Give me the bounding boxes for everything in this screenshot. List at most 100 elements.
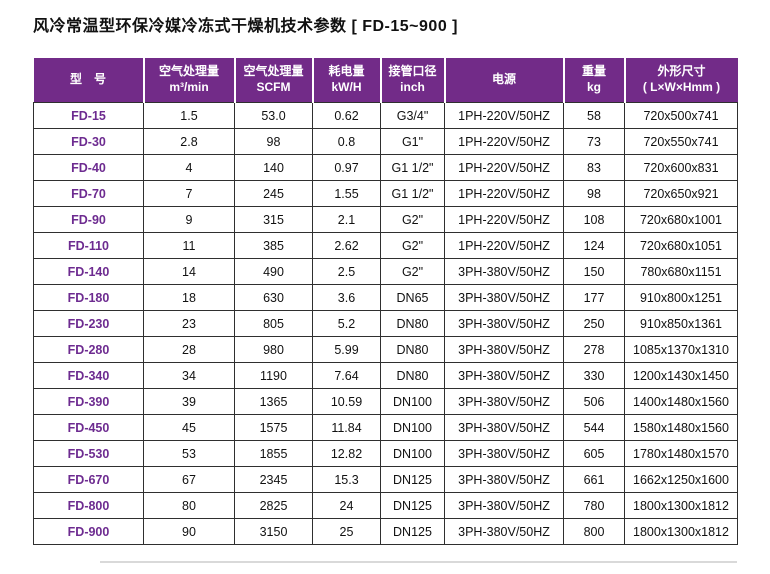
cell-pipe-diameter: G1" [380,128,445,155]
cell-capacity-scfm: 315 [234,206,313,233]
header-dimensions: 外形尺寸 ( L×W×Hmm ) [623,58,738,103]
cell-pipe-diameter: G1 1/2" [380,154,445,181]
cell-capacity-scfm: 805 [234,310,313,337]
bottom-divider [100,561,737,563]
cell-power-supply: 3PH-380V/50HZ [444,440,564,467]
cell-dimensions: 720x650x921 [624,180,738,207]
cell-power-consumption: 11.84 [312,414,381,441]
cell-capacity-m3min: 2.8 [143,128,235,155]
cell-pipe-diameter: DN125 [380,466,445,493]
cell-power-supply: 3PH-380V/50HZ [444,388,564,415]
cell-model: FD-340 [33,362,144,389]
table-row: FD-110 11 385 2.62 G2" 1PH-220V/50HZ 124… [33,232,738,259]
cell-dimensions: 1200x1430x1450 [624,362,738,389]
table-row: FD-90 9 315 2.1 G2" 1PH-220V/50HZ 108 72… [33,206,738,233]
table-row: FD-900 90 3150 25 DN125 3PH-380V/50HZ 80… [33,518,738,545]
cell-pipe-diameter: G1 1/2" [380,180,445,207]
header-row: 型 号 空气处理量 m³/min 空气处理量 SCFM 耗电量 kW/H 接管口… [33,58,738,103]
cell-pipe-diameter: G3/4" [380,102,445,129]
cell-capacity-scfm: 245 [234,180,313,207]
cell-capacity-m3min: 23 [143,310,235,337]
cell-power-consumption: 3.6 [312,284,381,311]
cell-power-supply: 3PH-380V/50HZ [444,258,564,285]
cell-capacity-scfm: 490 [234,258,313,285]
cell-model: FD-390 [33,388,144,415]
cell-power-consumption: 2.5 [312,258,381,285]
cell-model: FD-70 [33,180,144,207]
cell-pipe-diameter: DN100 [380,440,445,467]
table-row: FD-450 45 1575 11.84 DN100 3PH-380V/50HZ… [33,414,738,441]
cell-capacity-scfm: 98 [234,128,313,155]
cell-weight: 73 [563,128,625,155]
header-model: 型 号 [33,58,144,103]
cell-capacity-m3min: 4 [143,154,235,181]
cell-dimensions: 720x680x1001 [624,206,738,233]
cell-pipe-diameter: G2" [380,206,445,233]
header-power-consumption: 耗电量 kW/H [311,58,381,103]
cell-capacity-m3min: 7 [143,180,235,207]
cell-power-consumption: 0.97 [312,154,381,181]
table-row: FD-800 80 2825 24 DN125 3PH-380V/50HZ 78… [33,492,738,519]
cell-power-consumption: 1.55 [312,180,381,207]
cell-power-consumption: 2.1 [312,206,381,233]
cell-dimensions: 720x550x741 [624,128,738,155]
cell-capacity-m3min: 9 [143,206,235,233]
cell-weight: 98 [563,180,625,207]
cell-model: FD-180 [33,284,144,311]
cell-capacity-scfm: 980 [234,336,313,363]
cell-capacity-scfm: 1365 [234,388,313,415]
cell-weight: 661 [563,466,625,493]
cell-power-consumption: 10.59 [312,388,381,415]
cell-pipe-diameter: DN125 [380,492,445,519]
table-row: FD-15 1.5 53.0 0.62 G3/4" 1PH-220V/50HZ … [33,102,738,129]
cell-model: FD-30 [33,128,144,155]
cell-power-supply: 3PH-380V/50HZ [444,284,564,311]
cell-weight: 605 [563,440,625,467]
cell-pipe-diameter: G2" [380,232,445,259]
cell-weight: 177 [563,284,625,311]
cell-capacity-m3min: 18 [143,284,235,311]
cell-capacity-scfm: 1855 [234,440,313,467]
table-row: FD-280 28 980 5.99 DN80 3PH-380V/50HZ 27… [33,336,738,363]
cell-dimensions: 720x680x1051 [624,232,738,259]
cell-weight: 330 [563,362,625,389]
cell-power-supply: 1PH-220V/50HZ [444,102,564,129]
cell-capacity-m3min: 80 [143,492,235,519]
cell-dimensions: 910x850x1361 [624,310,738,337]
cell-power-supply: 3PH-380V/50HZ [444,336,564,363]
cell-power-supply: 1PH-220V/50HZ [444,154,564,181]
table-row: FD-140 14 490 2.5 G2" 3PH-380V/50HZ 150 … [33,258,738,285]
header-model-label: 型 号 [69,72,106,87]
cell-pipe-diameter: DN80 [380,310,445,337]
cell-capacity-m3min: 90 [143,518,235,545]
cell-capacity-scfm: 53.0 [234,102,313,129]
cell-capacity-m3min: 14 [143,258,235,285]
cell-weight: 250 [563,310,625,337]
header-pipe-diameter: 接管口径 inch [379,58,445,103]
cell-capacity-scfm: 3150 [234,518,313,545]
page-title: 风冷常温型环保冷媒冷冻式干燥机技术参数 [ FD-15~900 ] [33,18,458,35]
cell-power-supply: 1PH-220V/50HZ [444,206,564,233]
cell-pipe-diameter: DN80 [380,336,445,363]
cell-weight: 780 [563,492,625,519]
cell-weight: 150 [563,258,625,285]
cell-capacity-scfm: 2345 [234,466,313,493]
cell-weight: 83 [563,154,625,181]
cell-capacity-m3min: 1.5 [143,102,235,129]
cell-weight: 124 [563,232,625,259]
cell-power-supply: 3PH-380V/50HZ [444,518,564,545]
cell-power-consumption: 7.64 [312,362,381,389]
table-row: FD-670 67 2345 15.3 DN125 3PH-380V/50HZ … [33,466,738,493]
cell-model: FD-230 [33,310,144,337]
cell-power-supply: 3PH-380V/50HZ [444,310,564,337]
cell-power-supply: 3PH-380V/50HZ [444,362,564,389]
cell-model: FD-15 [33,102,144,129]
cell-weight: 544 [563,414,625,441]
cell-model: FD-90 [33,206,144,233]
table-row: FD-340 34 1190 7.64 DN80 3PH-380V/50HZ 3… [33,362,738,389]
cell-dimensions: 780x680x1151 [624,258,738,285]
cell-capacity-m3min: 39 [143,388,235,415]
cell-dimensions: 1780x1480x1570 [624,440,738,467]
cell-dimensions: 1800x1300x1812 [624,492,738,519]
